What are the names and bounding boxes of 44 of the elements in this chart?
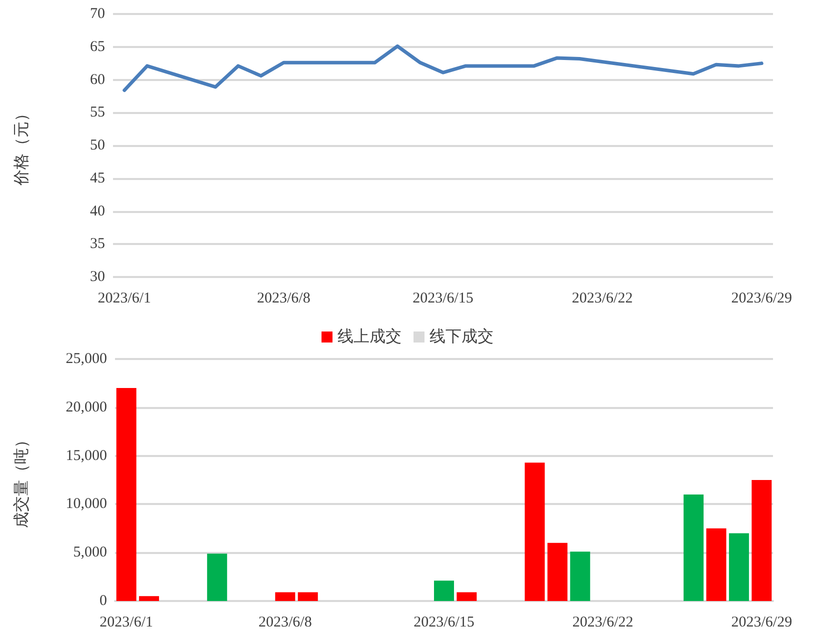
y-tick-label: 20,000 [66,399,107,416]
bar [116,388,136,601]
legend-label: 线下成交 [430,328,494,346]
x-tick-label: 2023/6/15 [414,614,474,630]
y-axis-title: 价格（元） [14,106,30,186]
y-tick-label: 35 [90,236,105,252]
y-tick-label: 15,000 [66,448,107,464]
x-tick-label: 2023/6/29 [731,290,792,306]
x-tick-label: 2023/6/1 [98,290,152,306]
x-tick-label: 2023/6/22 [572,290,633,306]
bar [275,592,296,601]
y-tick-label: 60 [90,72,105,88]
line-series [122,44,764,92]
y-tick-label: 50 [90,138,105,154]
x-tick-label: 2023/6/1 [100,614,154,630]
bar [456,592,477,601]
bar [207,554,228,601]
bar [728,533,749,601]
x-tick-label: 2023/6/8 [257,290,310,306]
y-tick-label: 65 [90,38,105,55]
bar [547,542,568,601]
bar [570,552,590,601]
bar [706,528,726,601]
y-tick-label: 40 [90,203,105,220]
y-tick-label: 30 [90,269,105,285]
legend-label: 线上成交 [338,328,402,346]
bar [684,494,704,601]
x-tick-label: 2023/6/29 [731,614,792,630]
y-tick-label: 55 [90,104,105,121]
y-tick-label: 10,000 [66,496,107,512]
bar [298,592,318,601]
x-tick-label: 2023/6/8 [258,614,312,630]
y-tick-label: 25,000 [66,351,107,367]
y-tick-label: 0 [100,593,107,609]
y-axis-title: 成交量（吨） [12,432,30,528]
x-tick-label: 2023/6/15 [412,290,474,306]
bar [434,580,454,601]
bar [752,480,772,601]
bar [139,596,160,601]
y-tick-label: 70 [90,6,105,22]
x-tick-label: 2023/6/22 [572,614,634,630]
y-tick-label: 5,000 [73,544,107,561]
y-tick-label: 45 [90,170,105,186]
bar [524,462,545,601]
